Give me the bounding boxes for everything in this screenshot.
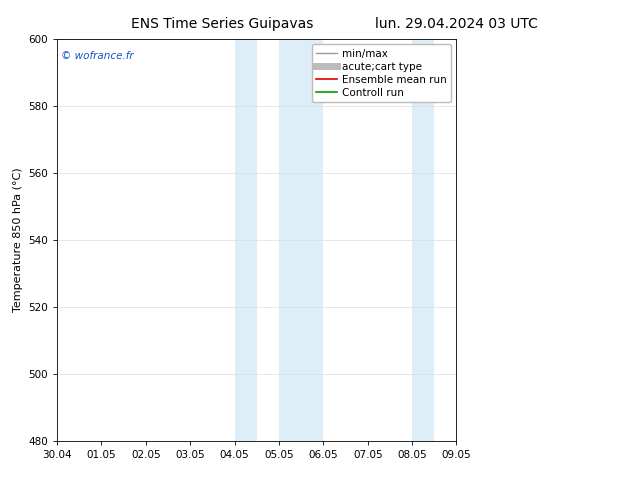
Legend: min/max, acute;cart type, Ensemble mean run, Controll run: min/max, acute;cart type, Ensemble mean …	[312, 45, 451, 102]
Bar	[279, 39, 323, 441]
Bar	[412, 39, 434, 441]
Text: © wofrance.fr: © wofrance.fr	[61, 51, 134, 61]
Text: lun. 29.04.2024 03 UTC: lun. 29.04.2024 03 UTC	[375, 17, 538, 31]
Text: ENS Time Series Guipavas: ENS Time Series Guipavas	[131, 17, 313, 31]
Bar	[456, 39, 479, 441]
Bar	[235, 39, 257, 441]
Y-axis label: Temperature 850 hPa (°C): Temperature 850 hPa (°C)	[13, 168, 23, 313]
